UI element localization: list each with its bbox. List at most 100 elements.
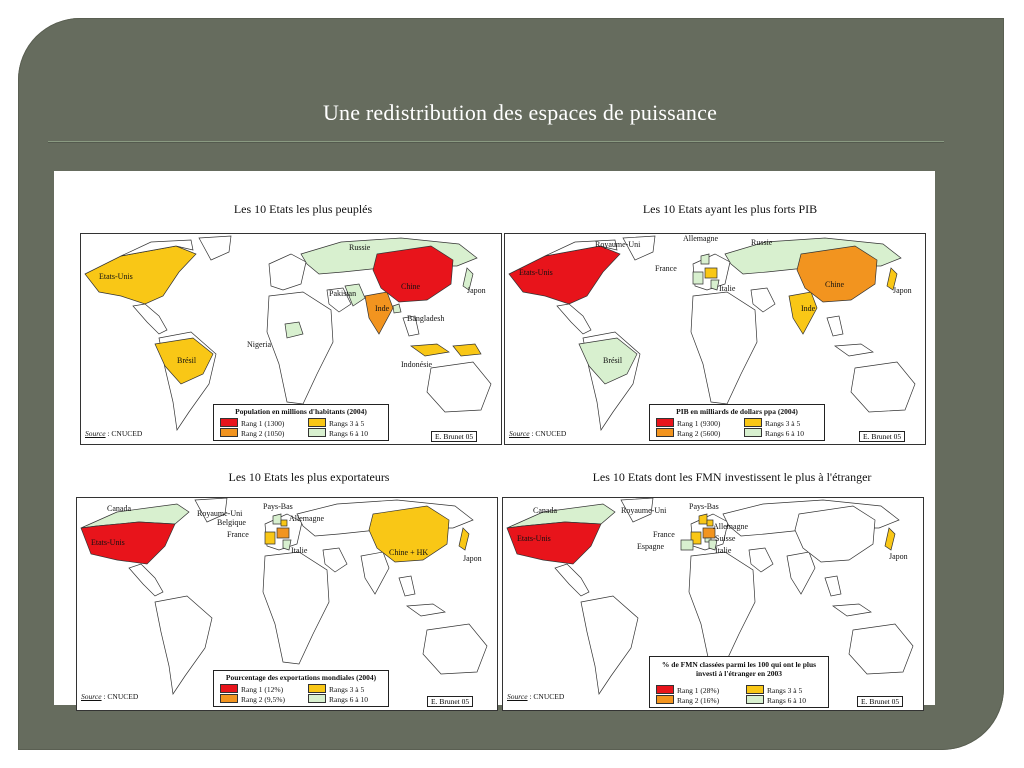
map3-source: Source : CNUCED: [81, 692, 138, 701]
legend-text: Rangs 6 à 10: [329, 695, 368, 704]
map4-label-suisse: Suisse: [715, 534, 736, 543]
legend-text: Rangs 3 à 5: [765, 419, 801, 428]
map1-legend-title: Population en millions d'habitants (2004…: [235, 407, 367, 416]
map4-credit: E. Brunet 05: [857, 696, 904, 707]
map3-label-canada: Canada: [107, 504, 131, 513]
map4-label-japon: Japon: [889, 552, 908, 561]
rank1-swatch: [220, 418, 238, 427]
map3-credit: E. Brunet 05: [427, 696, 474, 707]
map2-legend-rank1: Rang 1 (9300): [656, 418, 720, 428]
rank1-swatch: [656, 685, 674, 694]
map4-label-espagne: Espagne: [637, 542, 665, 551]
map1-title: Les 10 Etats les plus peuplés: [233, 202, 373, 216]
map4-legend-title-2: investi à l'étranger en 2003: [695, 669, 783, 678]
map3-label-pays-bas: Pays-Bas: [263, 502, 293, 511]
map2-label-japon: Japon: [893, 286, 912, 295]
source-label: Source: [85, 429, 106, 438]
map4-legend: % de FMN classées parmi les 100 qui ont …: [649, 656, 829, 708]
map2-credit: E. Brunet 05: [859, 431, 906, 442]
rank2-swatch: [656, 695, 674, 704]
map2-legend-rank2: Rang 2 (5600): [656, 428, 720, 438]
map4-frame: Canada Royaume-Uni Pays-Bas Allemagne Fr…: [502, 497, 924, 711]
source-label: Source: [507, 692, 528, 701]
rank2-swatch: [656, 428, 674, 437]
map1-label-japon: Japon: [467, 286, 486, 295]
map4-label-canada: Canada: [533, 506, 557, 515]
legend-text: Rangs 6 à 10: [329, 429, 368, 438]
map1-legend-rank1: Rang 1 (1300): [220, 418, 284, 428]
map2-label-italie: Italie: [719, 284, 736, 293]
rank2-swatch: [220, 428, 238, 437]
map3-frame: Canada Pays-Bas Royaume-Uni Belgique All…: [76, 497, 498, 711]
map1-world: [84, 235, 492, 431]
map4-label-royaume-uni: Royaume-Uni: [621, 506, 667, 515]
legend-text: Rang 2 (9,5%): [241, 695, 285, 704]
rank6-10-swatch: [308, 428, 326, 437]
map3-legend-rank3-5: Rangs 3 à 5: [308, 684, 364, 694]
map4-label-italie: Italie: [715, 546, 732, 555]
rank3-5-swatch: [746, 685, 764, 694]
source-value: : CNUCED: [107, 429, 143, 438]
map1-source: Source : CNUCED: [85, 429, 142, 438]
map4-title: Les 10 Etats dont les FMN investissent l…: [592, 470, 872, 484]
source-value: : CNUCED: [103, 692, 139, 701]
map2-label-etats-unis: Etats-Unis: [519, 268, 553, 277]
source-label: Source: [509, 429, 530, 438]
map4-world: [506, 498, 914, 695]
map2-source: Source : CNUCED: [509, 429, 566, 438]
rank6-10-swatch: [746, 695, 764, 704]
map4-source: Source : CNUCED: [507, 692, 564, 701]
map3-label-japon: Japon: [463, 554, 482, 563]
map3-label-chine-hk: Chine + HK: [389, 548, 429, 557]
map3-label-belgique: Belgique: [217, 518, 246, 527]
map3-legend-rank2: Rang 2 (9,5%): [220, 694, 285, 704]
map3-label-royaume-uni: Royaume-Uni: [197, 509, 243, 518]
map2-label-chine: Chine: [825, 280, 845, 289]
map1-label-russie: Russie: [349, 243, 371, 252]
legend-text: Rang 2 (1050): [241, 429, 285, 438]
map4-label-etats-unis: Etats-Unis: [517, 534, 551, 543]
legend-text: Rang 1 (12%): [241, 685, 284, 694]
legend-text: Rang 1 (1300): [241, 419, 285, 428]
legend-text: Rangs 3 à 5: [767, 686, 803, 695]
map3-title: Les 10 Etats les plus exportateurs: [228, 470, 390, 484]
map2-label-russie: Russie: [751, 238, 773, 247]
map2-label-inde: Inde: [801, 304, 816, 313]
map1-credit: E. Brunet 05: [431, 431, 478, 442]
map1-label-bangladesh: Bangladesh: [407, 314, 445, 323]
map4-legend-rank1: Rang 1 (28%): [656, 685, 719, 695]
legend-text: Rang 1 (28%): [677, 686, 720, 695]
map4-legend-rank6-10: Rangs 6 à 10: [746, 695, 806, 705]
map1-legend-rank3-5: Rangs 3 à 5: [308, 418, 364, 428]
map1-label-nigeria: Nigeria: [247, 340, 271, 349]
map2-legend-title: PIB en milliards de dollars ppa (2004): [676, 407, 798, 416]
map2-frame: Allemagne Royaume-Uni Russie France Etat…: [504, 233, 926, 445]
legend-text: Rangs 3 à 5: [329, 419, 365, 428]
map3-legend-rank1: Rang 1 (12%): [220, 684, 283, 694]
map2-legend-rank6-10: Rangs 6 à 10: [744, 428, 804, 438]
legend-text: Rang 2 (5600): [677, 429, 721, 438]
rank3-5-swatch: [308, 684, 326, 693]
rank1-swatch: [220, 684, 238, 693]
map3-label-allemagne: Allemagne: [289, 514, 325, 523]
map3-label-italie: Italie: [291, 546, 308, 555]
title-divider: [48, 141, 944, 143]
map1-label-indonesie: Indonésie: [401, 360, 433, 369]
map1-label-inde: Inde: [375, 304, 390, 313]
map4-legend-rank3-5: Rangs 3 à 5: [746, 685, 802, 695]
map1-label-pakistan: Pakistan: [329, 289, 357, 298]
map2-label-royaume-uni: Royaume-Uni: [595, 240, 641, 249]
map4-legend-title-1: % de FMN classées parmi les 100 qui ont …: [661, 660, 817, 669]
map1-legend: Population en millions d'habitants (2004…: [213, 404, 389, 441]
map1-legend-rank2: Rang 2 (1050): [220, 428, 284, 438]
legend-text: Rangs 6 à 10: [767, 696, 806, 705]
map2-label-france: France: [655, 264, 677, 273]
map1-frame: Russie Etats-Unis Pakistan Chine Japon I…: [80, 233, 502, 445]
map4-label-france: France: [653, 530, 675, 539]
map4-legend-rank2: Rang 2 (16%): [656, 695, 719, 705]
legend-text: Rang 1 (9300): [677, 419, 721, 428]
rank3-5-swatch: [308, 418, 326, 427]
source-value: : CNUCED: [531, 429, 567, 438]
rank6-10-swatch: [308, 694, 326, 703]
source-label: Source: [81, 692, 102, 701]
